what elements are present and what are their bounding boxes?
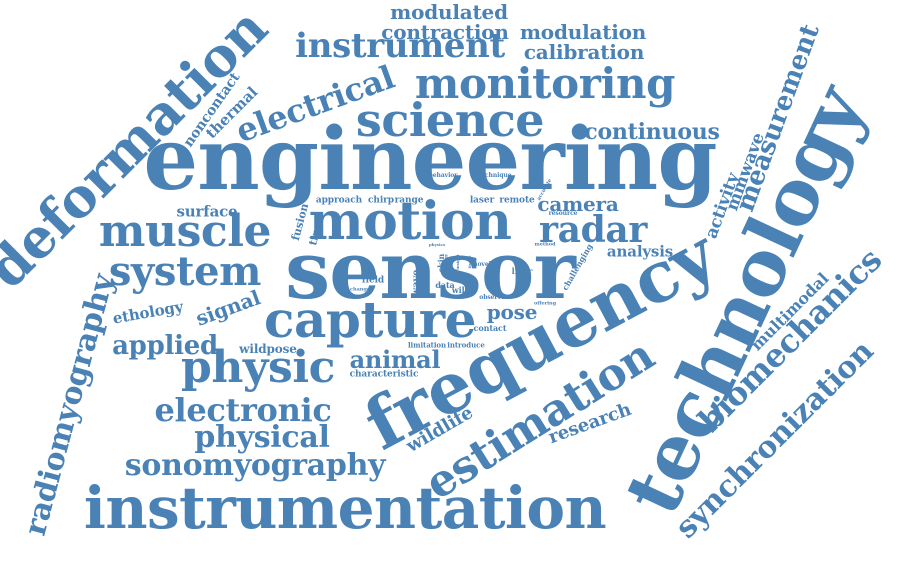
- word-remote: remote: [499, 195, 535, 206]
- word-ethology: ethology: [111, 297, 185, 328]
- word-physics: physics: [428, 242, 446, 247]
- word-pose: pose: [486, 300, 538, 324]
- word-approach: approach: [315, 195, 363, 206]
- word-instrument: instrument: [295, 26, 505, 66]
- word-method: method: [534, 241, 556, 248]
- word-resource: resource: [548, 210, 578, 217]
- word-insight: insight: [455, 254, 460, 270]
- word-contraction: contraction: [381, 20, 509, 44]
- word-sonomyography: sonomyography: [124, 448, 386, 483]
- word-laser: laser: [469, 195, 495, 206]
- word-system: system: [108, 248, 262, 295]
- word-wild: wild: [451, 285, 471, 295]
- word-change: change: [350, 286, 370, 293]
- word-lidar: lidar: [511, 266, 533, 276]
- word-engineering: engineering: [143, 109, 717, 210]
- word-chirp: chirp: [367, 195, 395, 206]
- word-tissue: tissue: [467, 255, 472, 269]
- word-observe: observe: [479, 294, 505, 301]
- word-physical: physical: [194, 420, 330, 455]
- word-continuous: continuous: [584, 119, 720, 145]
- word-muscle: muscle: [98, 206, 272, 257]
- word-range: range: [394, 195, 424, 206]
- word-radar: radar: [539, 209, 647, 251]
- word-novel: novel: [473, 261, 491, 268]
- word-behavior: behavior: [428, 172, 458, 179]
- word-calibration: calibration: [523, 40, 645, 64]
- word-camera: camera: [537, 192, 619, 216]
- word-limitation: limitation: [407, 340, 447, 350]
- word-motion: motion: [308, 191, 512, 252]
- word-wildpose: wildpose: [239, 342, 297, 356]
- word-modulated: modulated: [390, 0, 508, 24]
- word-contact: contact: [473, 323, 507, 333]
- word-field: field: [361, 275, 385, 286]
- word-physic: physic: [181, 342, 335, 393]
- word-technique: technique: [478, 172, 512, 179]
- word-data: data: [435, 280, 455, 290]
- word-characteristic: characteristic: [349, 369, 419, 380]
- word-introduce: introduce: [447, 340, 485, 350]
- word-modulation: modulation: [519, 20, 647, 44]
- word-sensor: sensor: [285, 223, 576, 317]
- word-capture: capture: [264, 290, 476, 349]
- word-biology: biology: [443, 253, 448, 271]
- word-applied: applied: [112, 331, 218, 361]
- word-surface: surface: [176, 202, 238, 221]
- word-offering: offering: [533, 300, 557, 307]
- word-science: science: [355, 93, 545, 147]
- word-analysis: analysis: [606, 242, 674, 261]
- word-wave: wave: [411, 269, 422, 297]
- word-animal: animal: [349, 345, 441, 374]
- word-instrumentation: instrumentation: [83, 474, 607, 542]
- word-monitoring: monitoring: [414, 59, 676, 108]
- word-electronic: electronic: [154, 391, 332, 429]
